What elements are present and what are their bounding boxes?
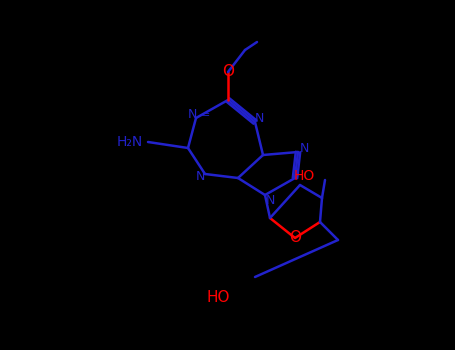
Text: N: N [195, 169, 205, 182]
Text: N: N [254, 112, 264, 126]
Text: HO: HO [207, 289, 230, 304]
Text: O: O [222, 64, 234, 79]
Text: O: O [289, 231, 301, 245]
Text: =: = [201, 110, 210, 120]
Text: N: N [265, 194, 275, 206]
Text: H₂N: H₂N [117, 135, 143, 149]
Text: HO: HO [294, 169, 315, 183]
Text: N: N [187, 108, 197, 121]
Text: N: N [299, 141, 308, 154]
